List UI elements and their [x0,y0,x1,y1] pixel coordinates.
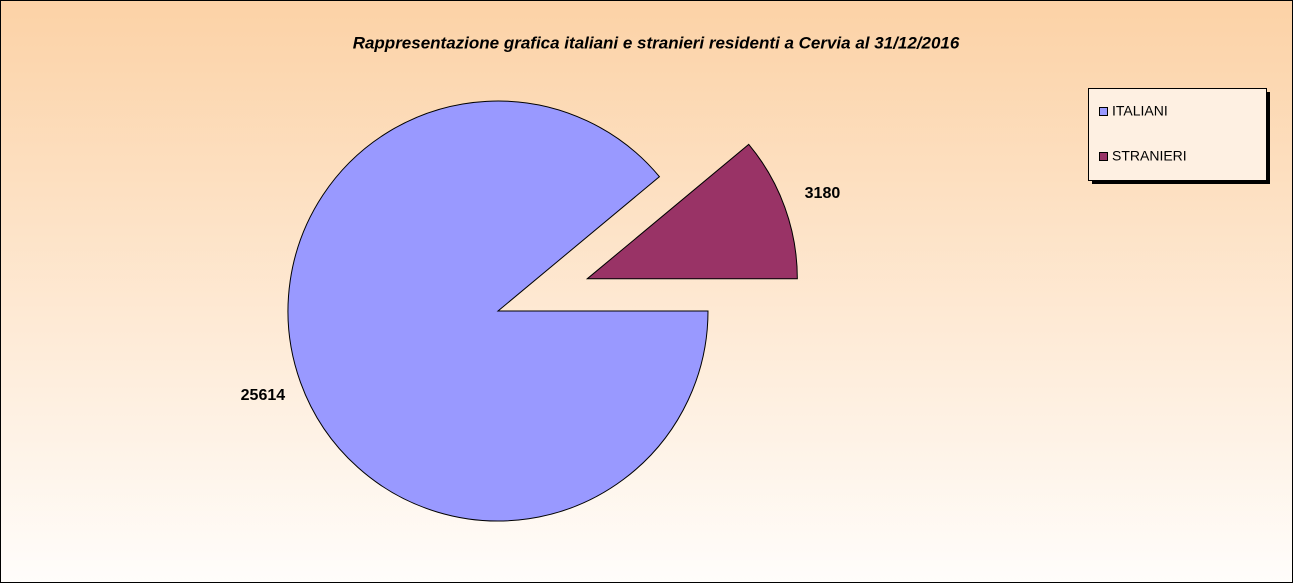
legend-swatch [1099,107,1108,116]
legend-swatch [1099,152,1108,161]
pie-slice [287,100,709,522]
legend [1088,88,1267,181]
data-label: 3180 [805,185,841,202]
chart-title: Rappresentazione grafica italiani e stra… [353,33,960,52]
legend-label: ITALIANI [1112,103,1168,119]
data-label: 25614 [241,387,286,404]
pie-slice [585,143,798,280]
legend-label: STRANIERI [1112,148,1187,164]
